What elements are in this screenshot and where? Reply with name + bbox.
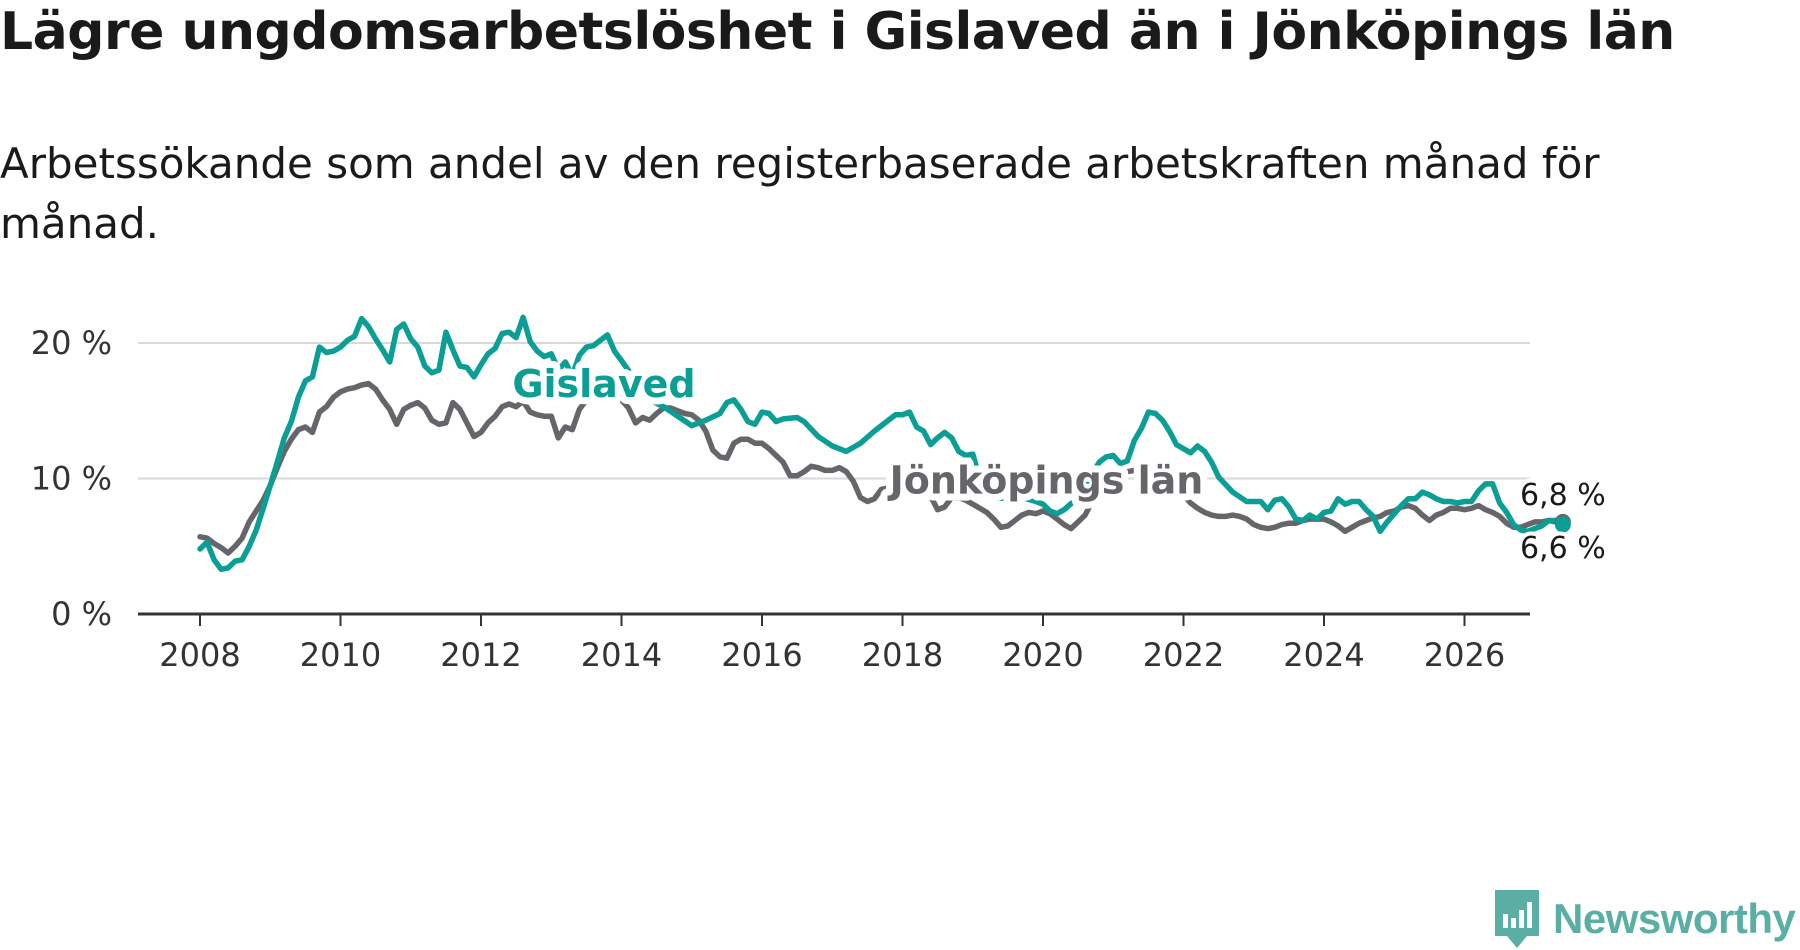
x-tick-label-2024: 2024 — [1283, 636, 1364, 674]
y-tick-label-10: 10 % — [31, 460, 112, 498]
newsworthy-logo: Newsworthy — [1493, 888, 1796, 950]
x-axis: 2008 2010 2012 2014 2016 2018 2020 2022 2024 2026 — [138, 612, 1530, 674]
x-tick-label-2010: 2010 — [300, 636, 381, 674]
x-tick-label-2026: 2026 — [1424, 636, 1505, 674]
series-labels: Gislaved Jönköpings län 6,8 % 6,6 % — [505, 355, 1609, 570]
series-lines — [197, 314, 1571, 573]
grid-lines — [138, 342, 1530, 480]
x-tick-label-2012: 2012 — [440, 636, 521, 674]
chart-title: Lägre ungdomsarbetslöshet i Gislaved än … — [0, 2, 1675, 62]
x-tick-label-2016: 2016 — [721, 636, 802, 674]
newsworthy-logo-icon — [1495, 890, 1539, 948]
y-axis-tick-labels: 0 % 10 % 20 % — [31, 324, 112, 633]
end-value-label-gislaved: 6,6 % — [1520, 531, 1606, 566]
series-end-point-gislaved — [1554, 516, 1571, 533]
series-line-gislaved — [197, 314, 1566, 573]
y-tick-label-0: 0 % — [51, 595, 112, 633]
series-line-jonkopings-lan — [197, 380, 1566, 556]
x-tick-label-2022: 2022 — [1143, 636, 1224, 674]
newsworthy-brand-name: Newsworthy — [1553, 895, 1796, 942]
series-label-gislaved: Gislaved — [512, 362, 695, 406]
x-tick-label-2018: 2018 — [862, 636, 943, 674]
x-tick-label-2014: 2014 — [581, 636, 662, 674]
x-tick-label-2008: 2008 — [159, 636, 240, 674]
end-value-label-jonkopings-lan: 6,8 % — [1520, 478, 1606, 513]
y-tick-label-20: 20 % — [31, 324, 112, 362]
series-label-jonkopings-lan: Jönköpings län — [887, 458, 1204, 502]
chart-subtitle: Arbetssökande som andel av den registerb… — [0, 139, 1600, 248]
x-tick-label-2020: 2020 — [1002, 636, 1083, 674]
